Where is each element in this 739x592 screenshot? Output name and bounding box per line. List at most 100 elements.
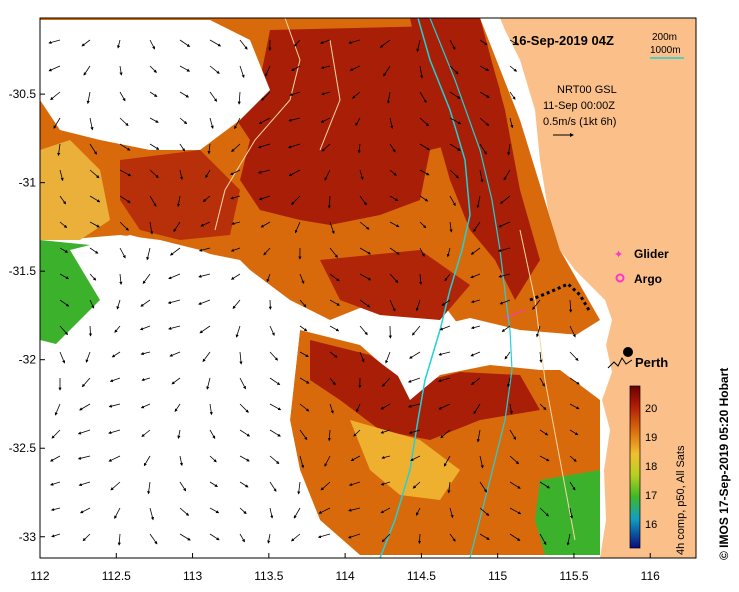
current-vector [149, 169, 159, 179]
current-vector [209, 403, 213, 416]
current-vector [408, 429, 421, 434]
current-vector [81, 39, 91, 47]
current-vector [149, 65, 157, 73]
current-vector [569, 299, 573, 313]
current-vector [293, 507, 301, 519]
colorbar-tick-label: 19 [645, 432, 657, 444]
current-vector [410, 455, 421, 461]
current-vector [79, 403, 91, 411]
current-vector [269, 351, 279, 361]
current-vector [288, 117, 301, 122]
current-vector [321, 91, 331, 96]
current-vector [116, 299, 121, 310]
current-vector [59, 325, 69, 336]
current-scale-label: 0.5m/s (1kt 6h) [543, 116, 616, 128]
current-vector [569, 481, 576, 491]
x-tick-label: 114 [336, 569, 355, 583]
current-vector [51, 533, 61, 538]
current-vector [416, 507, 421, 516]
x-tick-label: 112.5 [102, 569, 131, 583]
current-vector [293, 39, 301, 47]
y-tick-label: -32 [19, 353, 37, 367]
colorbar-label: 4h comp, p50, All Sats [675, 445, 687, 555]
current-vector [198, 299, 211, 305]
y-tick-label: -30.5 [9, 87, 37, 101]
current-vector [139, 325, 151, 331]
current-vector [320, 481, 331, 491]
current-vector [355, 117, 361, 126]
current-vector [317, 533, 331, 539]
current-vector [149, 91, 158, 97]
current-vector [504, 351, 511, 360]
sst-darkred-shelf [410, 18, 540, 300]
current-vector [439, 325, 451, 331]
current-vector [449, 221, 453, 233]
current-vector [269, 377, 281, 386]
current-vector [258, 117, 271, 124]
current-vector [230, 273, 241, 280]
current-vector [389, 169, 397, 176]
current-vector [179, 455, 183, 467]
current-vector [449, 65, 459, 75]
current-vector [569, 507, 574, 519]
current-vector [108, 429, 121, 435]
current-vector [359, 221, 370, 230]
current-vector [353, 429, 361, 437]
current-vector [119, 65, 123, 76]
current-vector [109, 377, 121, 383]
current-vector [359, 169, 364, 181]
current-vector [89, 299, 95, 309]
current-vector [266, 273, 271, 283]
current-vector [449, 143, 461, 151]
current-vector [497, 247, 511, 253]
current-vector [539, 507, 549, 517]
current-vector [257, 169, 271, 174]
current-vector [318, 507, 331, 514]
current-vector [536, 325, 541, 338]
current-vector [329, 403, 334, 414]
x-tick-label: 114.5 [407, 569, 436, 583]
current-vector [168, 325, 181, 330]
current-vector [438, 351, 451, 356]
current-vector [447, 481, 451, 494]
contour-200m [429, 18, 513, 558]
current-vector [239, 533, 245, 543]
current-vector [443, 455, 451, 467]
current-vector [50, 507, 61, 512]
current-vector [349, 65, 361, 71]
current-vector [359, 195, 367, 206]
current-vector [149, 39, 155, 50]
current-vector [569, 377, 580, 385]
current-vector [239, 429, 251, 437]
current-vector [509, 429, 517, 440]
current-vector [119, 221, 129, 231]
credit-label: © IMOS 17-Sep-2019 05:20 Hobart [717, 368, 731, 560]
current-vector [239, 403, 249, 413]
current-vector [231, 143, 241, 153]
current-vector [479, 455, 484, 469]
current-vector [231, 221, 241, 225]
current-vector [202, 195, 211, 203]
current-vector [327, 195, 331, 209]
colorbar [629, 385, 641, 549]
current-vector [539, 481, 550, 489]
current-vector [119, 117, 129, 127]
current-vectors [48, 39, 580, 546]
current-vector [357, 143, 361, 154]
current-vector [479, 65, 490, 71]
current-vector [206, 377, 211, 390]
current-vector [119, 195, 131, 203]
current-vector [119, 91, 126, 102]
land-western-australia [500, 18, 696, 558]
current-vector [239, 65, 245, 79]
current-vector [320, 65, 331, 70]
current-vector [83, 65, 91, 76]
current-vector [89, 117, 94, 131]
current-vector [381, 455, 391, 459]
current-vector [539, 455, 550, 462]
current-vector [473, 403, 481, 415]
sst-darkred-south [310, 340, 540, 440]
current-vector [476, 429, 481, 443]
current-vector [569, 429, 579, 436]
current-vector [299, 429, 308, 441]
